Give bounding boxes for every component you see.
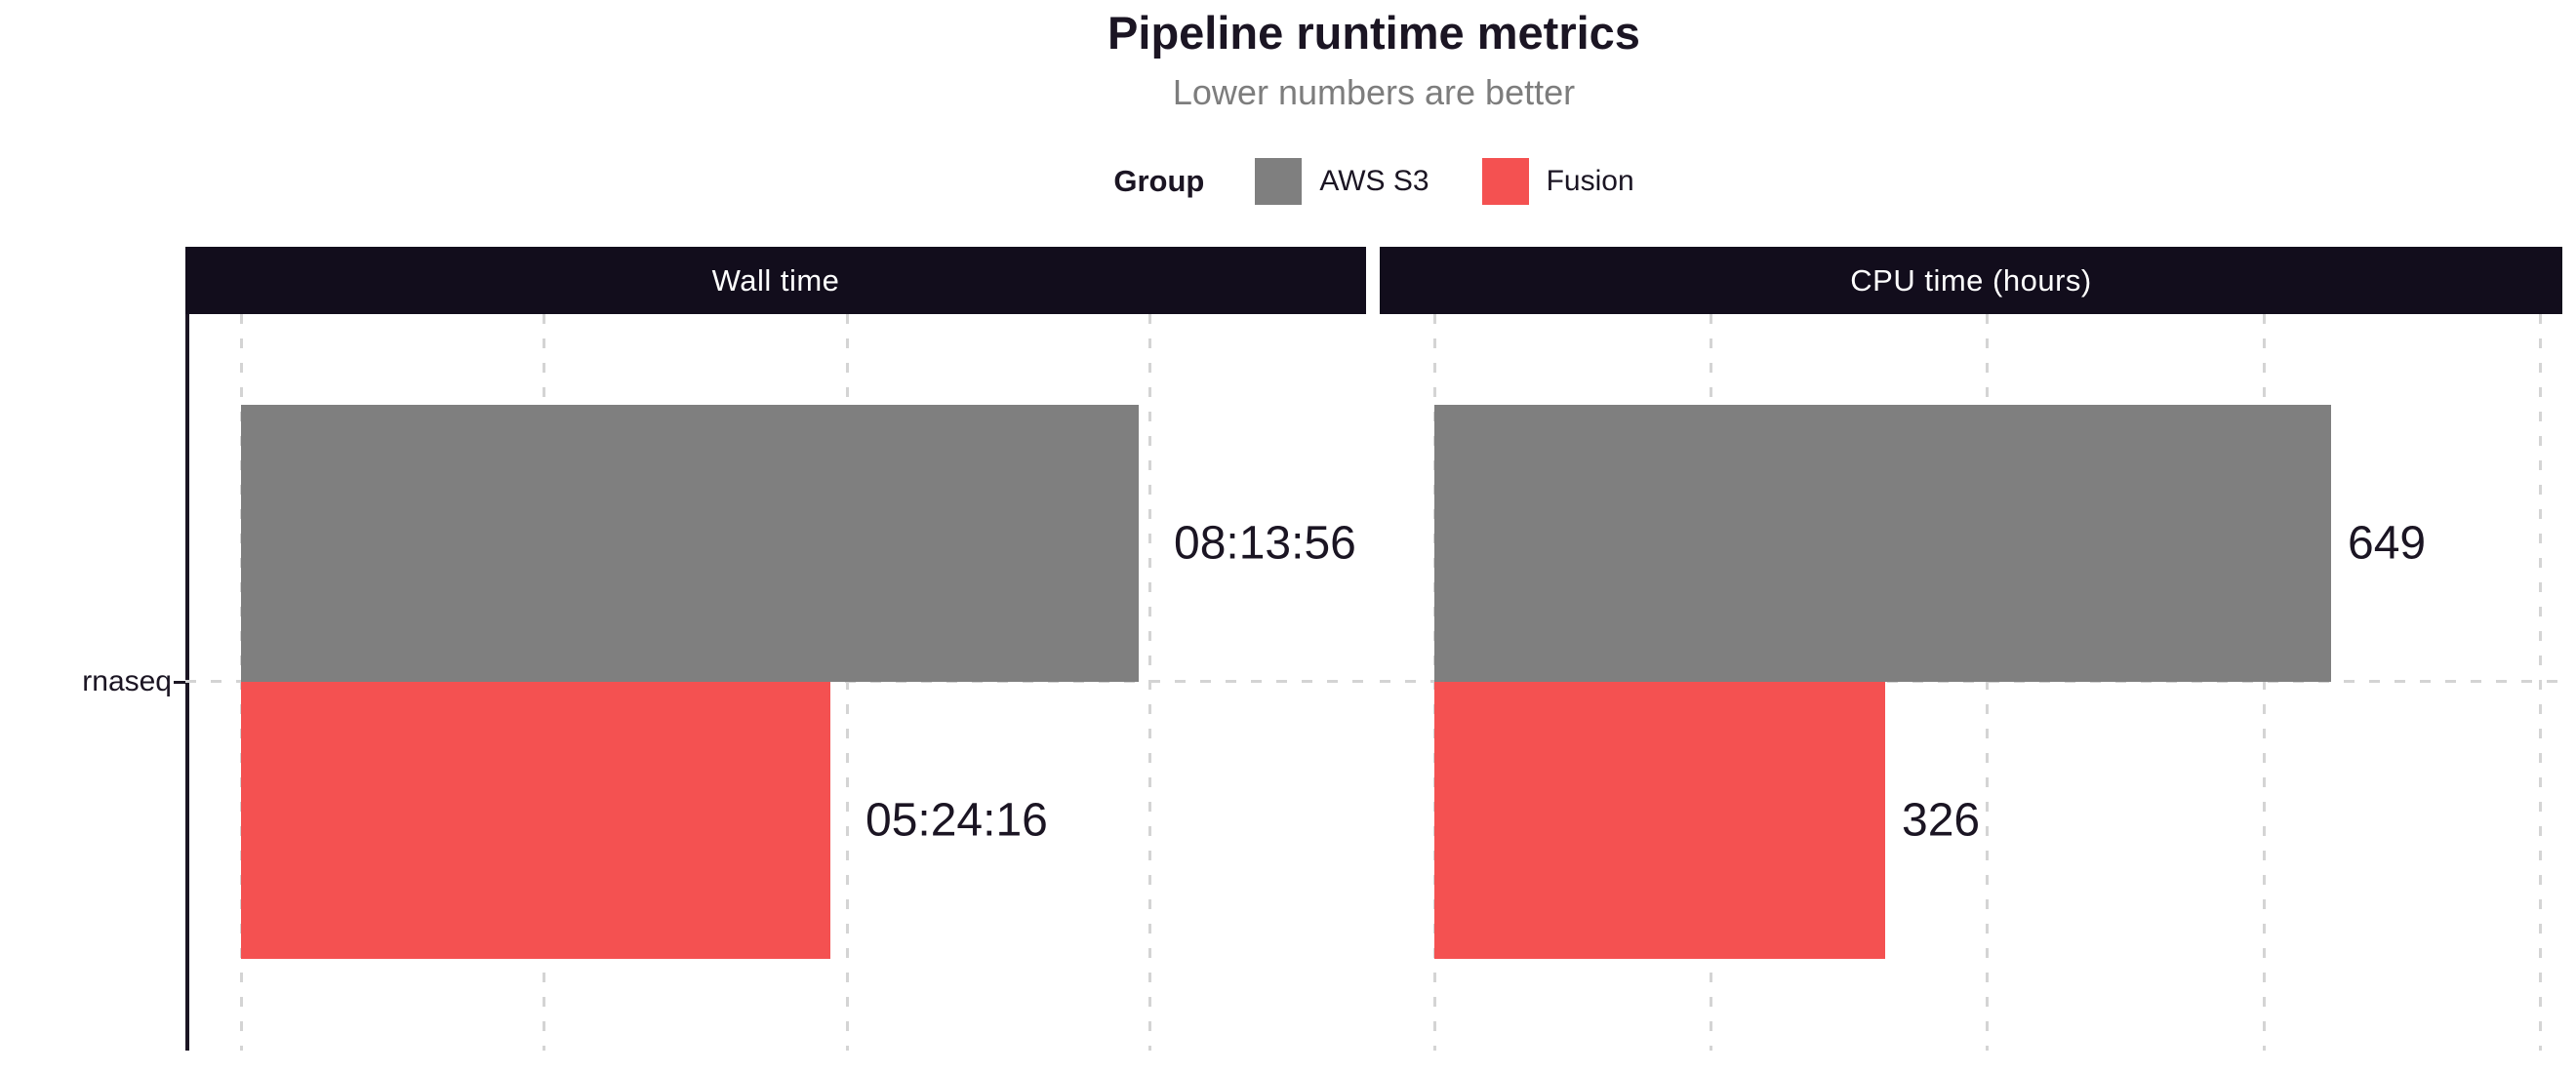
bar-cpu-time-aws-s3 xyxy=(1434,405,2331,682)
legend-swatch-aws-s3 xyxy=(1255,158,1303,205)
facet-strip-wall-time: Wall time xyxy=(185,247,1366,314)
bar-cpu-time-fusion xyxy=(1434,682,1885,959)
legend-swatch-fusion xyxy=(1481,158,1529,205)
page-title: Pipeline runtime metrics xyxy=(1107,7,1640,59)
bar-value-wall-time-aws-s3: 08:13:56 xyxy=(1174,517,1356,570)
legend-label-aws-s3: AWS S3 xyxy=(1319,165,1429,197)
facet-wall-time: Wall time 08:13:56 05:24:16 xyxy=(185,247,1366,1051)
bar-wall-time-fusion xyxy=(241,682,830,959)
bar-value-cpu-time-fusion: 326 xyxy=(1902,794,1981,847)
facet-plot-cpu-time: 649 326 xyxy=(1380,314,2562,1051)
y-axis-label-rnaseq: rnaseq xyxy=(82,665,172,697)
bar-wall-time-aws-s3 xyxy=(241,405,1139,682)
facet-cpu-time: CPU time (hours) 649 326 xyxy=(1380,247,2562,1051)
bar-value-wall-time-fusion: 05:24:16 xyxy=(865,794,1048,847)
legend-item-aws-s3: AWS S3 xyxy=(1255,158,1429,205)
y-axis-tick xyxy=(174,681,185,684)
legend: Group AWS S3 Fusion xyxy=(185,157,2562,206)
facet-plot-wall-time: 08:13:56 05:24:16 xyxy=(185,314,1366,1051)
legend-title: Group xyxy=(1113,164,1205,198)
legend-label-fusion: Fusion xyxy=(1546,165,1634,197)
chart-subtitle: Lower numbers are better xyxy=(1172,72,1576,112)
bar-value-cpu-time-aws-s3: 649 xyxy=(2348,517,2427,570)
facet-strip-cpu-time: CPU time (hours) xyxy=(1380,247,2562,314)
legend-item-fusion: Fusion xyxy=(1481,158,1634,205)
